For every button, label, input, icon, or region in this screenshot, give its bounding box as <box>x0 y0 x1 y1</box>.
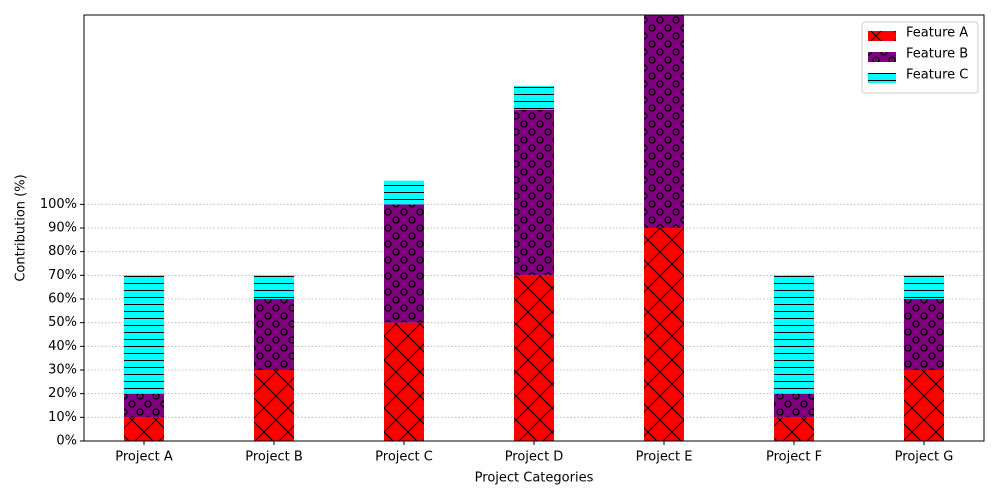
y-tick-label: 30% <box>48 363 77 378</box>
bar <box>514 109 554 276</box>
legend-swatch <box>868 52 896 62</box>
x-tick-label: Project A <box>115 450 173 465</box>
y-tick-label: 40% <box>48 339 77 354</box>
bar <box>904 370 944 441</box>
bar <box>644 228 684 441</box>
bar <box>254 370 294 441</box>
bar <box>774 275 814 394</box>
bar <box>124 275 164 394</box>
y-tick-label: 90% <box>48 221 77 236</box>
y-tick-label: 60% <box>48 292 77 307</box>
x-tick-label: Project C <box>375 450 433 465</box>
bar <box>384 204 424 323</box>
bar <box>254 275 294 299</box>
bar <box>384 180 424 205</box>
y-tick-label: 50% <box>48 315 77 330</box>
bar <box>774 393 814 418</box>
y-tick-label: 10% <box>48 410 77 425</box>
bar <box>514 86 554 110</box>
bar <box>514 275 554 441</box>
x-tick-label: Project E <box>636 450 693 465</box>
bar <box>774 417 814 441</box>
bar <box>904 275 944 299</box>
bar <box>124 393 164 418</box>
y-tick-label: 70% <box>48 268 77 283</box>
bar <box>384 322 424 441</box>
y-tick-label: 20% <box>48 386 77 401</box>
bar <box>904 299 944 370</box>
legend-label: Feature A <box>906 26 968 41</box>
legend-swatch <box>868 73 896 83</box>
x-tick-label: Project B <box>245 450 303 465</box>
x-tick-label: Project D <box>505 450 564 465</box>
legend-label: Feature C <box>906 68 968 83</box>
x-tick-label: Project F <box>766 450 822 465</box>
y-tick-label: 0% <box>56 434 77 449</box>
y-axis-label: Contribution (%) <box>14 174 29 281</box>
plot-frame <box>83 14 985 442</box>
bar <box>124 417 164 441</box>
legend-label: Feature B <box>906 47 968 62</box>
x-tick-label: Project G <box>895 450 954 465</box>
bar <box>254 299 294 370</box>
x-axis-label: Project Categories <box>475 471 594 486</box>
y-tick-label: 100% <box>40 197 77 212</box>
bar <box>644 15 684 228</box>
y-tick-label: 80% <box>48 244 77 259</box>
legend-swatch <box>868 31 896 41</box>
